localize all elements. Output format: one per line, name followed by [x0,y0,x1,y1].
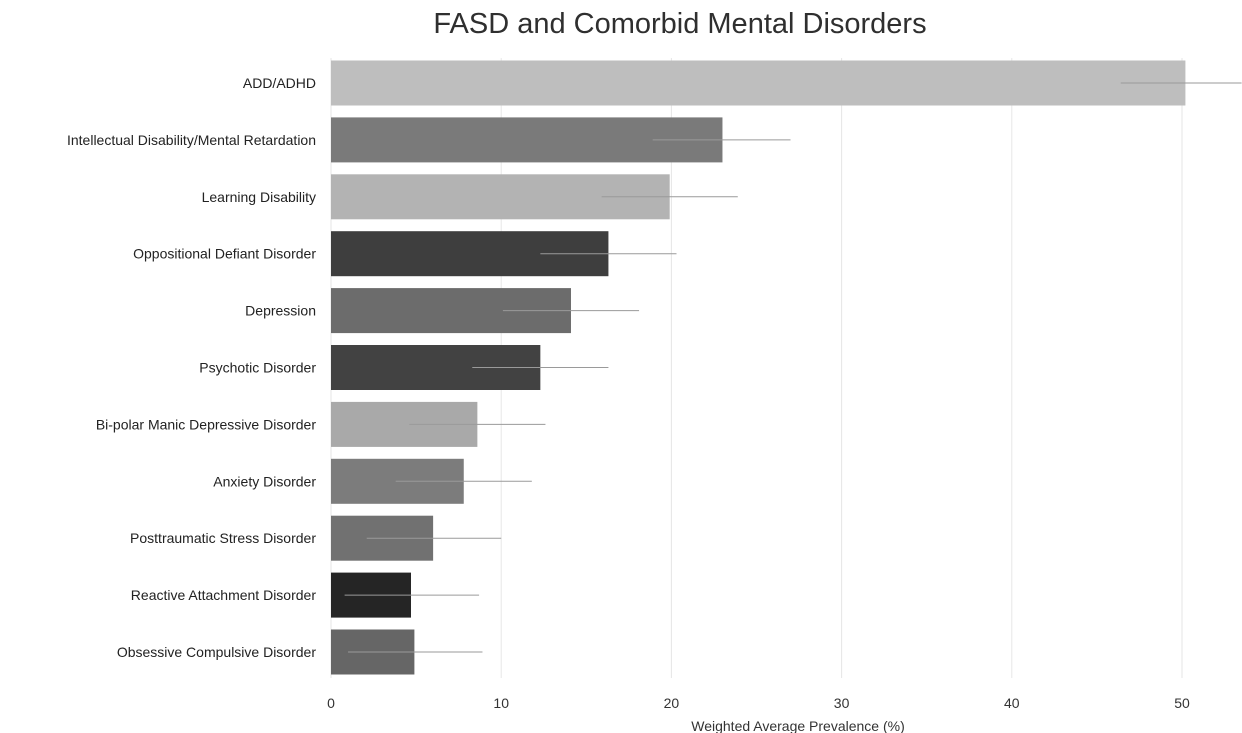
category-label: Depression [245,303,316,319]
error-bar-layer [344,82,1242,653]
x-tick-label: 50 [1174,695,1190,711]
bar [331,60,1186,106]
category-label: Reactive Attachment Disorder [131,587,317,603]
category-label: Intellectual Disability/Mental Retardati… [67,132,316,148]
x-tick-labels: 0 10 20 30 40 50 [327,695,1190,711]
category-label: ADD/ADHD [243,75,316,91]
category-labels: ADD/ADHD Intellectual Disability/Mental R… [67,75,316,660]
x-tick-label: 0 [327,695,335,711]
x-tick-label: 20 [664,695,680,711]
x-axis-title: Weighted Average Prevalence (%) [691,718,905,733]
x-tick-label: 40 [1004,695,1020,711]
bar-layer [331,60,1186,675]
category-label: Bi-polar Manic Depressive Disorder [96,416,317,432]
category-label: Learning Disability [202,189,316,205]
category-label: Obsessive Compulsive Disorder [117,644,317,660]
category-label: Posttraumatic Stress Disorder [130,530,316,546]
x-tick-label: 10 [493,695,509,711]
category-label: Psychotic Disorder [199,360,316,376]
category-label: Oppositional Defiant Disorder [133,246,316,262]
category-label: Anxiety Disorder [213,473,316,489]
chart-title: FASD and Comorbid Mental Disorders [433,8,927,40]
x-tick-label: 30 [834,695,850,711]
